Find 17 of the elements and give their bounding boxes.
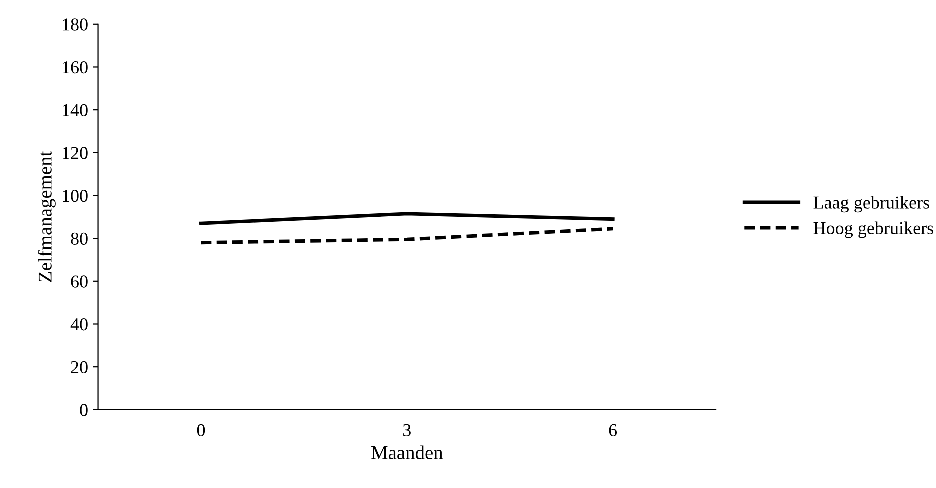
x-axis-title: Maanden bbox=[372, 446, 444, 460]
y-tick-label: 100 bbox=[63, 190, 88, 202]
legend-label: Laag gebruikers bbox=[814, 196, 930, 213]
y-tick-label: 180 bbox=[63, 18, 88, 31]
y-axis-title: Zelfmanagement bbox=[38, 151, 56, 282]
y-tick-label: 80 bbox=[71, 232, 88, 246]
y-tick-label: 60 bbox=[71, 276, 88, 288]
x-tick-label: 6 bbox=[609, 424, 618, 437]
x-tick-label: 3 bbox=[404, 424, 411, 437]
legend-label: Hoog gebruikers bbox=[814, 222, 934, 238]
y-tick-label: 20 bbox=[71, 361, 88, 374]
y-tick-label: 160 bbox=[63, 61, 88, 74]
y-tick-label: 120 bbox=[63, 147, 88, 160]
y-tick-label: 140 bbox=[63, 104, 88, 117]
y-tick-label: 40 bbox=[70, 318, 88, 331]
x-tick-label: 0 bbox=[197, 424, 206, 437]
y-tick-label: 0 bbox=[80, 404, 88, 416]
